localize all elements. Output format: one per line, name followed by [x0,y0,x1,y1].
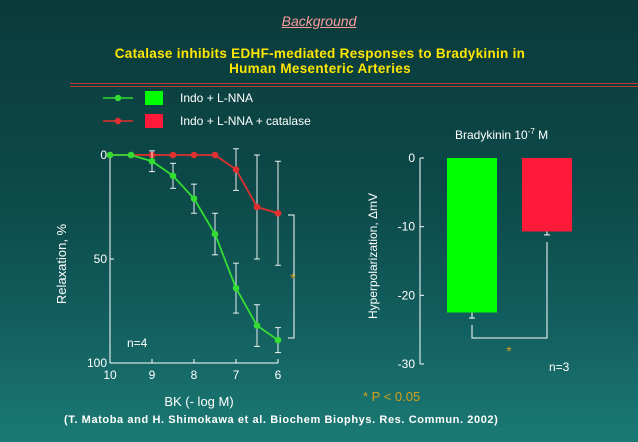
legend-line-red [103,117,133,125]
line-y-tick-label: 100 [87,356,107,370]
data-point [253,203,261,211]
data-point [211,230,219,238]
line-y-axis-label: Relaxation, % [54,223,69,304]
bar-y-tick-label: 0 [408,151,415,165]
line-significance-star: * [290,270,296,286]
background-link[interactable]: Background [281,13,357,29]
data-point [253,322,261,329]
data-point [190,151,198,159]
legend-line-green [103,94,133,102]
line-n-annotation: n=4 [127,336,148,350]
citation: (T. Matoba and H. Shimokawa et al. Bioch… [64,414,499,426]
line-x-tick-label: 7 [233,368,240,382]
bar-y-tick-label: -30 [398,357,416,371]
bar-chart-title: Bradykinin 10-7 M [455,127,548,142]
line-significance-bracket [288,214,295,339]
legend-label-red: Indo + L-NNA + catalase [180,114,311,128]
bar-title-main: Bradykinin 10 [455,128,528,142]
data-point [169,172,177,180]
data-point [211,151,219,159]
line-x-tick-label: 9 [149,368,156,382]
data-point [127,151,135,159]
line-x-tick-label: 8 [191,368,198,382]
pvalue-note: * P < 0.05 [363,389,420,404]
line-x-tick-label: 6 [275,368,282,382]
data-point [274,336,282,344]
data-point [106,151,114,159]
bar-n-annotation: n=3 [549,360,570,374]
title-rule-top [70,83,638,84]
title-rule-bottom [70,86,638,87]
data-point [148,157,156,165]
bar-title-unit: M [535,128,548,142]
line-y-tick-label: 50 [94,252,108,266]
bar-title-sup: -7 [528,127,536,136]
bar-significance-star: * [506,343,512,359]
data-point [190,195,198,202]
data-point [274,209,282,217]
slide-title: Catalase inhibits EDHF-mediated Response… [114,46,526,76]
data-point [232,284,240,292]
line-series-0 [106,150,282,354]
series-line [110,154,279,341]
bar-significance-bracket [471,242,548,339]
line-y-tick-label: 0 [100,148,107,162]
line-x-axis-label: BK (- log M) [164,394,233,409]
bar-y-tick-label: -20 [398,288,416,302]
legend-swatch-red [145,114,163,128]
data-point [169,151,177,159]
bar-y-axis-label: Hyperpolarization, ΔmV [366,193,380,319]
legend-label-green: Indo + L-NNA [180,91,254,105]
bar-y-tick-label: -10 [398,220,416,234]
bar-1 [522,158,572,232]
data-point [232,166,240,173]
bar-0 [447,158,497,313]
line-x-tick-label: 10 [103,368,117,382]
legend-swatch-green [145,91,163,105]
